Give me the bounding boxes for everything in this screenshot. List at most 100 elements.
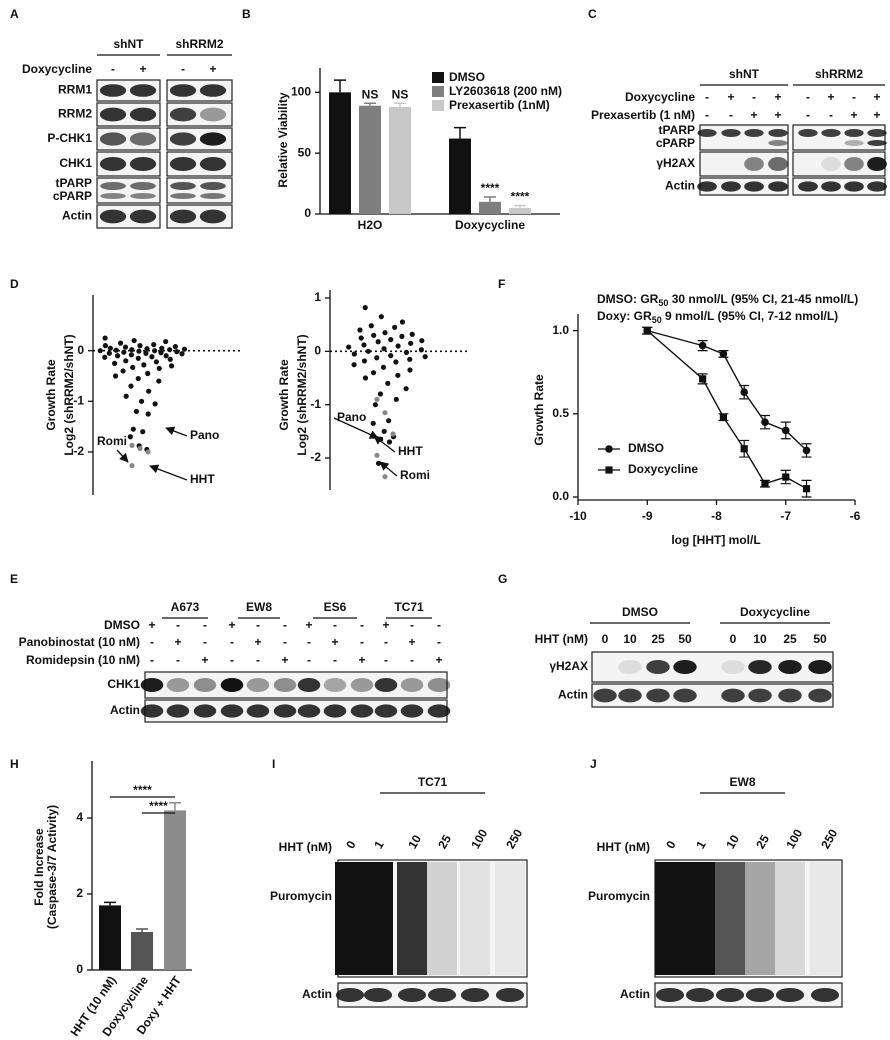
treatment-label: HHT (nM) bbox=[597, 840, 650, 854]
data-point bbox=[362, 305, 368, 311]
legend-swatch bbox=[432, 72, 444, 83]
data-point bbox=[372, 402, 378, 408]
data-point bbox=[370, 420, 376, 426]
blot-band bbox=[867, 129, 887, 137]
annotation-arrow bbox=[116, 449, 129, 463]
y-tick-label: 2 bbox=[76, 886, 83, 900]
data-point bbox=[102, 343, 109, 349]
lane-label: + bbox=[358, 653, 365, 667]
data-point bbox=[699, 375, 707, 383]
y-tick-label: 0 bbox=[314, 344, 321, 358]
data-point bbox=[128, 352, 134, 358]
data-point bbox=[761, 418, 769, 426]
lane-label: - bbox=[360, 618, 364, 632]
highlight-point bbox=[382, 474, 388, 480]
blot-band bbox=[129, 107, 157, 122]
blot-band bbox=[798, 129, 818, 137]
panel-letter: D bbox=[10, 277, 19, 291]
blot-band bbox=[129, 132, 157, 146]
annotation-arrow bbox=[379, 461, 398, 477]
data-point bbox=[168, 363, 175, 369]
blot-band bbox=[246, 704, 270, 718]
data-point bbox=[156, 365, 162, 372]
data-point bbox=[146, 388, 152, 394]
lane-label: 50 bbox=[678, 632, 692, 646]
data-point bbox=[407, 356, 413, 362]
blot-band bbox=[99, 107, 127, 122]
y-tick-label: -1 bbox=[73, 394, 84, 408]
lane-label: - bbox=[230, 653, 234, 667]
blot-band bbox=[400, 704, 424, 718]
blot-band bbox=[673, 688, 697, 703]
error-bar bbox=[169, 802, 181, 811]
data-point bbox=[377, 391, 384, 397]
data-point bbox=[121, 349, 127, 355]
panel-letter: H bbox=[10, 757, 19, 771]
blot-band bbox=[99, 209, 127, 224]
y-tick-label: -2 bbox=[73, 444, 84, 458]
error-bar bbox=[514, 204, 526, 208]
annotation-arrow bbox=[373, 435, 396, 453]
blot-band bbox=[867, 181, 887, 192]
blot-smear bbox=[685, 862, 715, 975]
blot-band bbox=[721, 181, 741, 192]
significance-label: **** bbox=[481, 181, 500, 195]
treatment-label: HHT (nM) bbox=[535, 632, 588, 646]
lane-label: - bbox=[752, 90, 756, 104]
blot-band bbox=[199, 209, 227, 224]
blot-band bbox=[721, 129, 741, 137]
row-label: RRM2 bbox=[58, 107, 92, 121]
error-bar bbox=[454, 126, 466, 139]
blot-band bbox=[495, 988, 525, 1002]
blot-band bbox=[798, 181, 818, 192]
annotation-arrow bbox=[165, 426, 188, 437]
lane-label: - bbox=[729, 108, 733, 122]
data-point bbox=[418, 347, 424, 353]
group-label: TC71 bbox=[394, 600, 424, 614]
data-point bbox=[371, 332, 377, 338]
data-point bbox=[361, 342, 367, 348]
data-point bbox=[112, 360, 118, 366]
lane-label: + bbox=[873, 108, 880, 122]
data-point bbox=[781, 426, 790, 435]
y-axis-label: Growth Rate bbox=[532, 374, 546, 446]
lane-label: + bbox=[774, 108, 781, 122]
lane-label: - bbox=[256, 618, 260, 632]
data-point bbox=[120, 368, 126, 374]
lane-label: + bbox=[174, 635, 181, 649]
treatment-label: Doxycycline bbox=[625, 90, 695, 104]
lane-label: - bbox=[256, 653, 260, 667]
blot-band bbox=[140, 678, 164, 692]
blot-band bbox=[460, 988, 490, 1002]
annotation: Pano bbox=[190, 428, 219, 442]
legend-label: Doxycycline bbox=[628, 462, 698, 476]
data-point bbox=[388, 353, 394, 359]
lane-label: + bbox=[254, 635, 261, 649]
data-point bbox=[133, 408, 139, 415]
annotation: HHT bbox=[398, 444, 423, 458]
data-point bbox=[386, 439, 393, 445]
data-point bbox=[395, 372, 401, 378]
data-point bbox=[388, 337, 394, 343]
error-bar bbox=[334, 79, 346, 93]
blot-smear bbox=[715, 862, 745, 975]
lane-label: - bbox=[806, 108, 810, 122]
row-label: Actin bbox=[62, 209, 92, 223]
data-point bbox=[151, 342, 157, 348]
legend-marker bbox=[605, 445, 613, 453]
data-point bbox=[136, 348, 142, 354]
lane-label: - bbox=[307, 635, 311, 649]
blot-band bbox=[655, 988, 685, 1002]
data-point bbox=[409, 331, 415, 337]
blot-band bbox=[350, 678, 374, 692]
bar bbox=[509, 207, 531, 214]
row-label: Actin bbox=[302, 987, 332, 1001]
panel-letter: J bbox=[590, 757, 597, 771]
data-point bbox=[163, 338, 169, 345]
data-point bbox=[382, 330, 388, 336]
lane-label: 0 bbox=[602, 632, 609, 646]
data-point bbox=[381, 346, 387, 352]
lane-label: 0 bbox=[730, 632, 737, 646]
error-bar bbox=[484, 196, 496, 202]
